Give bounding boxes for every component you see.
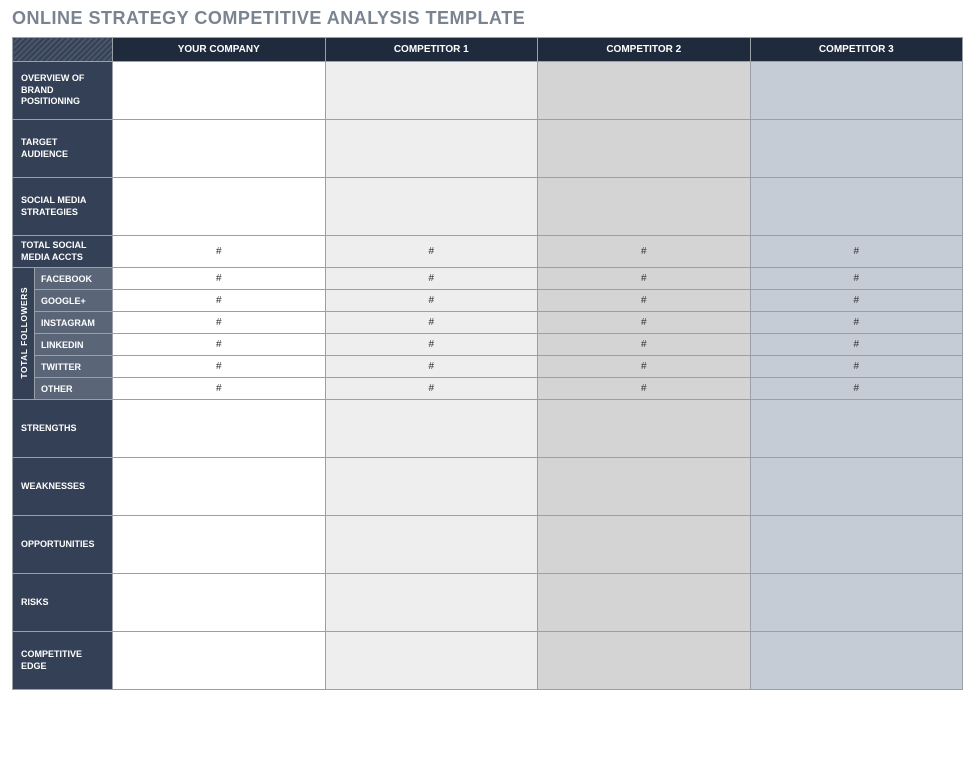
cell-li-c1[interactable]: #: [113, 334, 326, 356]
row-label-social-strategies: SOCIAL MEDIA STRATEGIES: [13, 178, 113, 236]
cell-accts-c3[interactable]: #: [538, 236, 751, 268]
cell-ot-c4[interactable]: #: [750, 378, 963, 400]
row-label-instagram: INSTAGRAM: [35, 312, 113, 334]
cell-op-c2[interactable]: [325, 516, 538, 574]
cell-op-c3[interactable]: [538, 516, 751, 574]
cell-social-c4[interactable]: [750, 178, 963, 236]
row-total-accts: TOTAL SOCIAL MEDIA ACCTS # # # #: [13, 236, 963, 268]
cell-target-c1[interactable]: [113, 120, 326, 178]
cell-wk-c2[interactable]: [325, 458, 538, 516]
cell-wk-c3[interactable]: [538, 458, 751, 516]
cell-tw-c3[interactable]: #: [538, 356, 751, 378]
cell-ce-c2[interactable]: [325, 632, 538, 690]
cell-gg-c2[interactable]: #: [325, 290, 538, 312]
cell-rk-c2[interactable]: [325, 574, 538, 632]
row-overview: OVERVIEW OF BRAND POSITIONING: [13, 62, 963, 120]
row-label-google: GOOGLE+: [35, 290, 113, 312]
cell-target-c2[interactable]: [325, 120, 538, 178]
cell-ig-c3[interactable]: #: [538, 312, 751, 334]
row-competitive-edge: COMPETITIVE EDGE: [13, 632, 963, 690]
cell-fb-c1[interactable]: #: [113, 268, 326, 290]
cell-social-c3[interactable]: [538, 178, 751, 236]
cell-target-c4[interactable]: [750, 120, 963, 178]
cell-accts-c2[interactable]: #: [325, 236, 538, 268]
cell-overview-c2[interactable]: [325, 62, 538, 120]
row-label-target-audience: TARGET AUDIENCE: [13, 120, 113, 178]
row-other: OTHER # # # #: [13, 378, 963, 400]
cell-social-c1[interactable]: [113, 178, 326, 236]
table-header-row: YOUR COMPANY COMPETITOR 1 COMPETITOR 2 C…: [13, 38, 963, 62]
cell-ig-c4[interactable]: #: [750, 312, 963, 334]
row-label-opportunities: OPPORTUNITIES: [13, 516, 113, 574]
cell-str-c3[interactable]: [538, 400, 751, 458]
row-label-linkedin: LINKEDIN: [35, 334, 113, 356]
page-title: ONLINE STRATEGY COMPETITIVE ANALYSIS TEM…: [12, 8, 963, 29]
row-label-strengths: STRENGTHS: [13, 400, 113, 458]
row-label-competitive-edge: COMPETITIVE EDGE: [13, 632, 113, 690]
header-corner: [13, 38, 113, 62]
cell-op-c1[interactable]: [113, 516, 326, 574]
cell-tw-c4[interactable]: #: [750, 356, 963, 378]
row-label-overview: OVERVIEW OF BRAND POSITIONING: [13, 62, 113, 120]
cell-ot-c3[interactable]: #: [538, 378, 751, 400]
cell-li-c2[interactable]: #: [325, 334, 538, 356]
cell-overview-c1[interactable]: [113, 62, 326, 120]
cell-accts-c1[interactable]: #: [113, 236, 326, 268]
cell-accts-c4[interactable]: #: [750, 236, 963, 268]
row-weaknesses: WEAKNESSES: [13, 458, 963, 516]
cell-target-c3[interactable]: [538, 120, 751, 178]
row-label-other: OTHER: [35, 378, 113, 400]
cell-fb-c3[interactable]: #: [538, 268, 751, 290]
cell-overview-c4[interactable]: [750, 62, 963, 120]
cell-str-c1[interactable]: [113, 400, 326, 458]
cell-gg-c1[interactable]: #: [113, 290, 326, 312]
cell-str-c4[interactable]: [750, 400, 963, 458]
cell-wk-c1[interactable]: [113, 458, 326, 516]
analysis-table: YOUR COMPANY COMPETITOR 1 COMPETITOR 2 C…: [12, 37, 963, 690]
row-strengths: STRENGTHS: [13, 400, 963, 458]
row-label-total-accts: TOTAL SOCIAL MEDIA ACCTS: [13, 236, 113, 268]
col-competitor-1: COMPETITOR 1: [325, 38, 538, 62]
cell-overview-c3[interactable]: [538, 62, 751, 120]
row-risks: RISKS: [13, 574, 963, 632]
row-label-total-followers: TOTAL FOLLOWERS: [13, 268, 35, 400]
cell-ot-c2[interactable]: #: [325, 378, 538, 400]
cell-str-c2[interactable]: [325, 400, 538, 458]
cell-rk-c3[interactable]: [538, 574, 751, 632]
row-label-weaknesses: WEAKNESSES: [13, 458, 113, 516]
cell-li-c3[interactable]: #: [538, 334, 751, 356]
row-label-twitter: TWITTER: [35, 356, 113, 378]
row-label-facebook: FACEBOOK: [35, 268, 113, 290]
cell-ot-c1[interactable]: #: [113, 378, 326, 400]
cell-rk-c4[interactable]: [750, 574, 963, 632]
cell-rk-c1[interactable]: [113, 574, 326, 632]
row-target-audience: TARGET AUDIENCE: [13, 120, 963, 178]
cell-social-c2[interactable]: [325, 178, 538, 236]
row-social-strategies: SOCIAL MEDIA STRATEGIES: [13, 178, 963, 236]
col-your-company: YOUR COMPANY: [113, 38, 326, 62]
row-label-risks: RISKS: [13, 574, 113, 632]
cell-ce-c3[interactable]: [538, 632, 751, 690]
cell-li-c4[interactable]: #: [750, 334, 963, 356]
row-facebook: TOTAL FOLLOWERS FACEBOOK # # # #: [13, 268, 963, 290]
row-instagram: INSTAGRAM # # # #: [13, 312, 963, 334]
cell-ig-c1[interactable]: #: [113, 312, 326, 334]
cell-gg-c3[interactable]: #: [538, 290, 751, 312]
cell-fb-c4[interactable]: #: [750, 268, 963, 290]
cell-ig-c2[interactable]: #: [325, 312, 538, 334]
cell-ce-c4[interactable]: [750, 632, 963, 690]
col-competitor-3: COMPETITOR 3: [750, 38, 963, 62]
cell-wk-c4[interactable]: [750, 458, 963, 516]
row-opportunities: OPPORTUNITIES: [13, 516, 963, 574]
cell-ce-c1[interactable]: [113, 632, 326, 690]
cell-op-c4[interactable]: [750, 516, 963, 574]
cell-tw-c2[interactable]: #: [325, 356, 538, 378]
cell-fb-c2[interactable]: #: [325, 268, 538, 290]
row-linkedin: LINKEDIN # # # #: [13, 334, 963, 356]
cell-tw-c1[interactable]: #: [113, 356, 326, 378]
row-twitter: TWITTER # # # #: [13, 356, 963, 378]
cell-gg-c4[interactable]: #: [750, 290, 963, 312]
row-google: GOOGLE+ # # # #: [13, 290, 963, 312]
col-competitor-2: COMPETITOR 2: [538, 38, 751, 62]
